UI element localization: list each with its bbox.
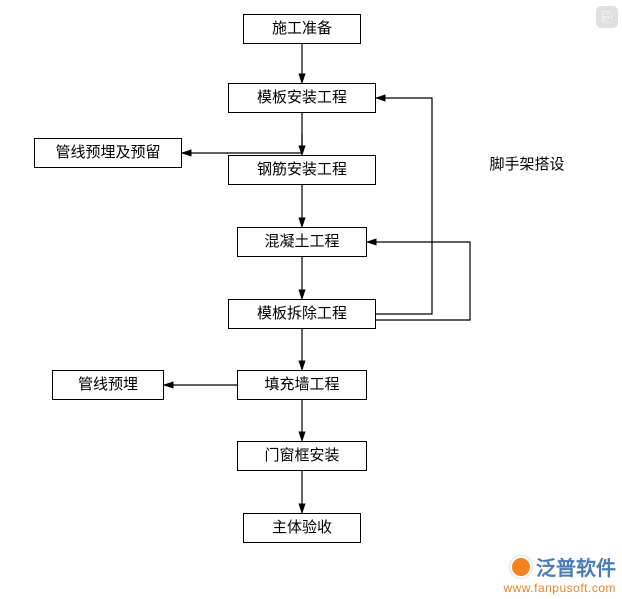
corner-icon: ⎘ (596, 6, 618, 28)
node-rebar-install: 钢筋安装工程 (228, 155, 376, 185)
node-label: 管线预埋及预留 (55, 146, 160, 161)
node-label: 模板安装工程 (257, 91, 347, 106)
node-label: 管线预埋 (78, 378, 138, 393)
node-label: 混凝土工程 (264, 235, 339, 250)
side-label-scaffold: 脚手架搭设 (482, 136, 565, 174)
watermark-url: www.fanpusoft.com (503, 581, 616, 595)
node-formwork-remove: 模板拆除工程 (228, 299, 376, 329)
node-label: 门窗框安装 (264, 449, 339, 464)
node-acceptance: 主体验收 (243, 513, 361, 543)
node-pipe-embed-reserve: 管线预埋及预留 (34, 138, 182, 168)
watermark-brand: 泛普软件 (503, 552, 616, 581)
node-label: 施工准备 (272, 22, 332, 37)
node-prep: 施工准备 (243, 14, 361, 44)
node-label: 钢筋安装工程 (257, 163, 347, 178)
node-pipe-embed: 管线预埋 (52, 370, 164, 400)
node-label: 主体验收 (272, 521, 332, 536)
node-formwork-install: 模板安装工程 (228, 83, 376, 113)
node-concrete: 混凝土工程 (237, 227, 367, 257)
node-label: 模板拆除工程 (257, 307, 347, 322)
watermark: 泛普软件 www.fanpusoft.com (503, 552, 616, 595)
logo-dot-icon (510, 556, 532, 578)
node-window-frame: 门窗框安装 (237, 441, 367, 471)
node-fill-wall: 填充墙工程 (237, 370, 367, 400)
node-label: 填充墙工程 (264, 378, 339, 393)
